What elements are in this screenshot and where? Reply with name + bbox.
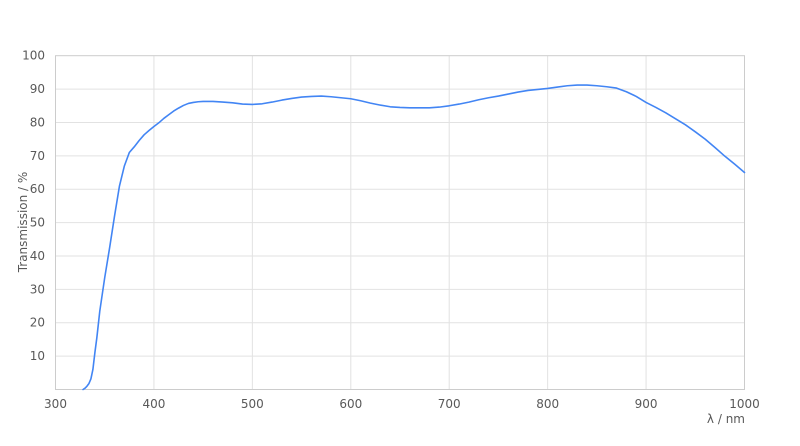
y-tick-label: 90 [30, 82, 45, 96]
x-tick-label: 1000 [729, 397, 760, 411]
x-tick-label: 900 [635, 397, 658, 411]
y-tick-label: 60 [30, 182, 45, 196]
y-tick-label: 70 [30, 149, 45, 163]
y-tick-label: 100 [22, 49, 45, 63]
series-line-transmission [82, 84, 746, 391]
x-axis-title: λ / nm [706, 412, 745, 426]
y-axis-title: Transmission / % [16, 171, 30, 273]
x-tick-label: 600 [339, 397, 362, 411]
y-tick-label: 50 [30, 216, 45, 230]
y-tick-label: 80 [30, 115, 45, 129]
x-tick-label: 400 [142, 397, 165, 411]
x-tick-label: 500 [241, 397, 264, 411]
x-tick-label: 300 [44, 397, 67, 411]
x-tick-label: 800 [536, 397, 559, 411]
y-tick-label: 30 [30, 282, 45, 296]
y-tick-label: 10 [30, 349, 45, 363]
y-tick-label: 40 [30, 249, 45, 263]
y-tick-label: 20 [30, 316, 45, 330]
x-tick-label: 700 [438, 397, 461, 411]
plot-border [55, 55, 745, 390]
